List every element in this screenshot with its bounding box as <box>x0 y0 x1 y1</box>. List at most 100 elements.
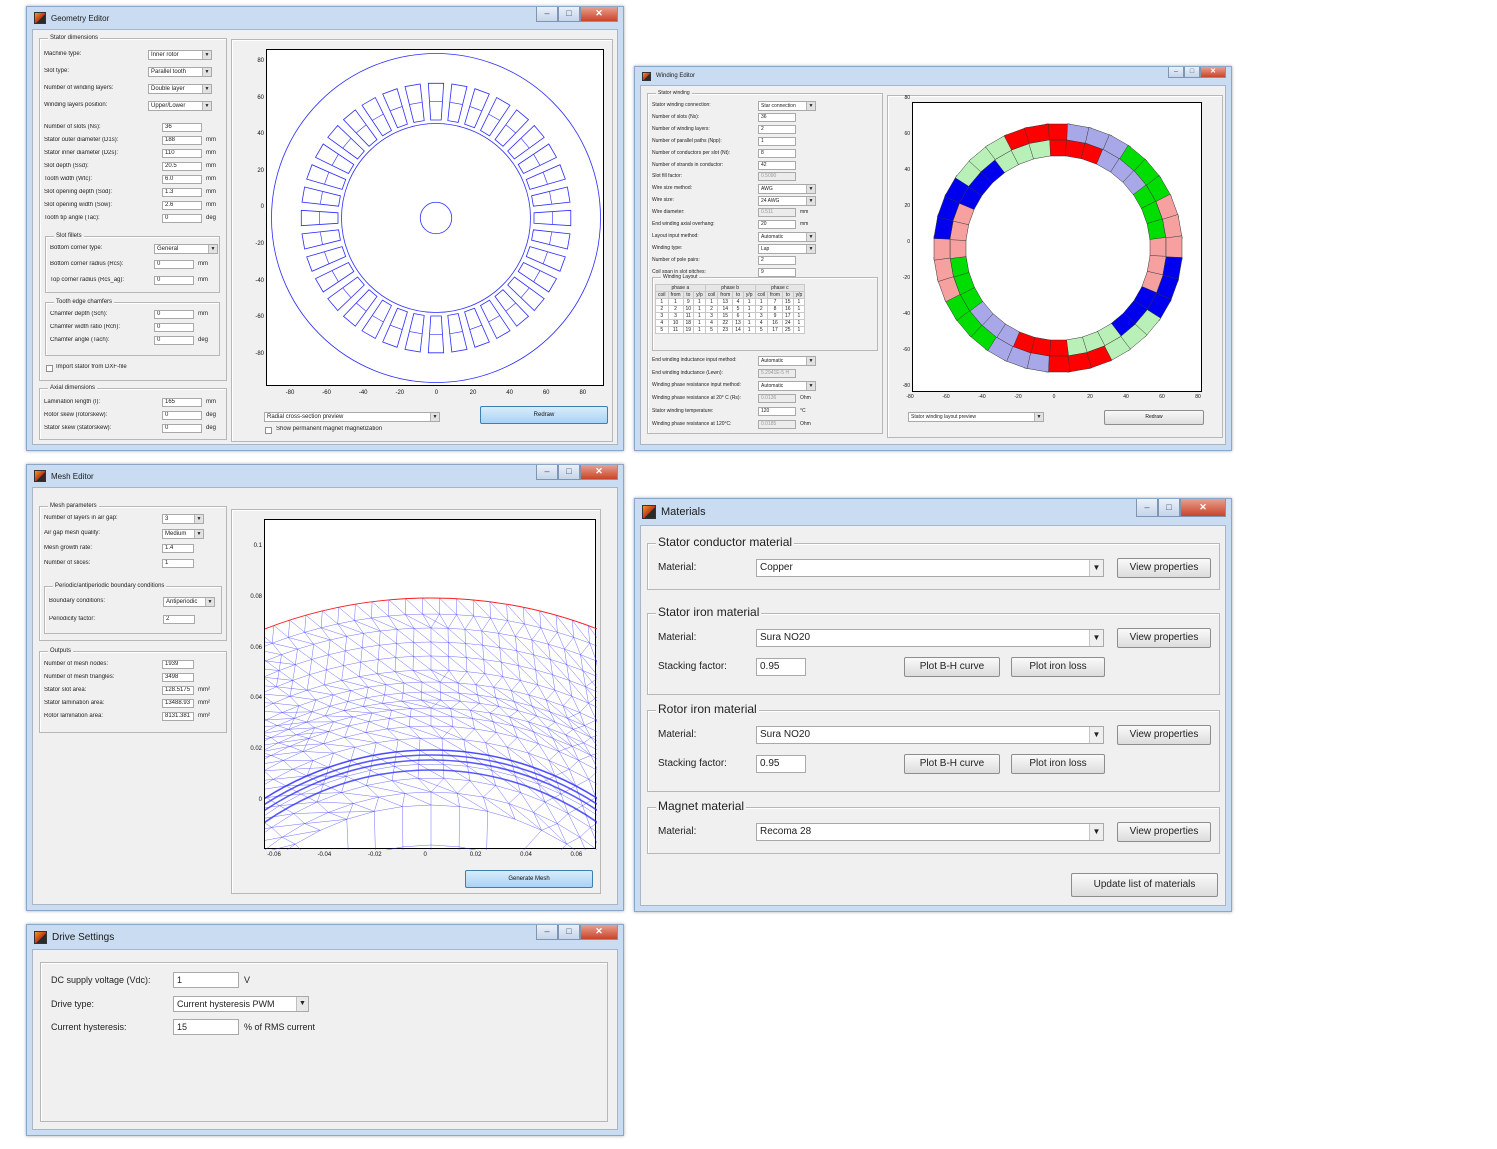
winding-layout-table[interactable]: phase a phase b phase c coil from to y/p coil fr… <box>655 284 806 334</box>
field-input[interactable]: 1 <box>758 136 796 146</box>
field-input[interactable]: 0 <box>154 310 194 319</box>
close-icon[interactable]: ✕ <box>580 465 618 480</box>
magnet-magnetization-checkbox[interactable] <box>265 427 272 434</box>
table-row[interactable]: 4 10 18 1 4 22 13 1 4 16 24 1 <box>655 319 806 327</box>
stacking-factor-input[interactable]: 0.95 <box>756 658 806 676</box>
material-select[interactable]: Sura NO20 ▼ <box>756 629 1104 647</box>
field-input[interactable]: 0 <box>154 276 194 285</box>
update-materials-button[interactable]: Update list of materials <box>1071 873 1218 897</box>
dc-voltage-input[interactable]: 1 <box>173 972 239 988</box>
minimize-icon[interactable]: – <box>536 7 558 22</box>
field-input[interactable]: 9 <box>758 267 796 277</box>
current-hysteresis-input[interactable]: 15 <box>173 1019 239 1035</box>
field-input[interactable]: 2 <box>758 255 796 265</box>
field-input[interactable]: 0 <box>154 323 194 332</box>
field-input[interactable]: 20.5 <box>162 162 202 171</box>
winding-view-select[interactable]: Stator winding layout preview ▼ <box>908 412 1044 422</box>
field-input[interactable]: 3498 <box>162 673 194 682</box>
view-properties-button[interactable]: View properties <box>1117 725 1211 745</box>
field-input[interactable]: 188 <box>162 136 202 145</box>
import-dxf-checkbox[interactable] <box>46 365 53 372</box>
table-row[interactable]: 5 11 19 1 5 23 14 1 5 17 25 1 <box>655 326 806 334</box>
materials-title-bar[interactable]: Materials – □ ✕ <box>640 499 1226 525</box>
material-select[interactable]: Recoma 28 ▼ <box>756 823 1104 841</box>
field-select[interactable]: Automatic ▼ <box>758 356 816 366</box>
field-select[interactable]: Inner rotor ▼ <box>148 50 212 60</box>
geometry-title-bar[interactable]: Geometry Editor – □ ✕ <box>32 7 618 29</box>
maximize-icon[interactable]: □ <box>1184 67 1200 78</box>
view-mode-select[interactable]: Radial cross-section preview ▼ <box>264 412 440 422</box>
field-input[interactable]: 20 <box>758 220 796 229</box>
field-select[interactable]: 24 AWG ▼ <box>758 196 816 207</box>
field-input[interactable]: 36 <box>162 123 202 132</box>
close-icon[interactable]: ✕ <box>580 925 618 940</box>
view-properties-button[interactable]: View properties <box>1117 628 1211 648</box>
plot-bh-curve-button[interactable]: Plot B-H curve <box>904 657 1000 677</box>
plot-iron-loss-button[interactable]: Plot iron loss <box>1011 657 1105 677</box>
stacking-factor-input[interactable]: 0.95 <box>756 755 806 773</box>
field-select[interactable]: Automatic ▼ <box>758 381 816 392</box>
field-select[interactable]: Double layer ▼ <box>148 84 212 94</box>
minimize-icon[interactable]: – <box>1168 67 1184 78</box>
close-icon[interactable]: ✕ <box>580 7 618 22</box>
minimize-icon[interactable]: – <box>1136 499 1158 517</box>
field-input[interactable]: 8 <box>758 148 796 158</box>
table-row[interactable]: 3 3 11 1 3 15 6 1 3 9 17 1 <box>655 312 806 320</box>
table-row[interactable]: 2 2 10 1 2 14 5 1 2 8 16 1 <box>655 305 806 313</box>
field-select[interactable]: AWG ▼ <box>758 184 816 195</box>
field-input[interactable]: 1.3 <box>162 188 202 197</box>
field-input[interactable]: 0 <box>162 214 202 223</box>
field-select[interactable]: Star connection ▼ <box>758 101 816 111</box>
plot-bh-curve-button[interactable]: Plot B-H curve <box>904 754 1000 774</box>
field-input[interactable]: 6.0 <box>162 175 202 184</box>
field-input[interactable]: 0 <box>154 260 194 269</box>
close-icon[interactable]: ✕ <box>1180 499 1226 517</box>
table-row[interactable]: 1 1 9 1 1 13 4 1 1 7 15 1 <box>655 298 806 306</box>
winding-title-bar[interactable]: Winding Editor – □ ✕ <box>640 67 1226 85</box>
view-properties-button[interactable]: View properties <box>1117 822 1211 842</box>
redraw-button[interactable]: Redraw <box>480 406 608 424</box>
minimize-icon[interactable]: – <box>536 925 558 940</box>
field-input[interactable]: 8131.381 <box>162 712 194 721</box>
field-input[interactable]: 165 <box>162 398 202 407</box>
field-input[interactable]: 42 <box>758 160 796 170</box>
field-input[interactable]: 13488.93 <box>162 699 194 708</box>
field-select[interactable]: 3 ▼ <box>162 514 204 524</box>
field-input[interactable]: 110 <box>162 149 202 158</box>
minimize-icon[interactable]: – <box>536 465 558 480</box>
maximize-icon[interactable]: □ <box>1158 499 1180 517</box>
close-icon[interactable]: ✕ <box>1200 67 1226 78</box>
field-select[interactable]: Parallel tooth ▼ <box>148 67 212 77</box>
winding-redraw-button[interactable]: Redraw <box>1104 410 1204 425</box>
view-properties-button[interactable]: View properties <box>1117 558 1211 578</box>
generate-mesh-button[interactable]: Generate Mesh <box>465 870 593 888</box>
field-input[interactable]: 0 <box>162 411 202 420</box>
field-input[interactable]: 120 <box>758 406 796 416</box>
field-input[interactable]: 2.6 <box>162 201 202 210</box>
field-select[interactable]: Antiperiodic ▼ <box>163 597 215 607</box>
field-input[interactable]: 0 <box>162 424 202 433</box>
field-select[interactable]: Medium ▼ <box>162 529 204 539</box>
maximize-icon[interactable]: □ <box>558 925 580 940</box>
drive-title-bar[interactable]: Drive Settings – □ ✕ <box>32 925 618 949</box>
field-label: Tooth width (Wtc): <box>44 176 93 182</box>
maximize-icon[interactable]: □ <box>558 7 580 22</box>
mesh-title-bar[interactable]: Mesh Editor – □ ✕ <box>32 465 618 487</box>
material-select[interactable]: Copper ▼ <box>756 559 1104 577</box>
field-input[interactable]: 2 <box>163 615 195 624</box>
field-select[interactable]: General ▼ <box>154 244 218 254</box>
drive-type-select[interactable]: Current hysteresis PWM ▼ <box>173 996 309 1012</box>
field-input[interactable]: 0 <box>154 336 194 345</box>
field-select[interactable]: Upper/Lower ▼ <box>148 101 212 111</box>
material-select[interactable]: Sura NO20 ▼ <box>756 726 1104 744</box>
field-input[interactable]: 1939 <box>162 660 194 669</box>
maximize-icon[interactable]: □ <box>558 465 580 480</box>
field-input[interactable]: 1.4 <box>162 544 194 553</box>
plot-iron-loss-button[interactable]: Plot iron loss <box>1011 754 1105 774</box>
field-input[interactable]: 128.5175 <box>162 686 194 695</box>
field-select[interactable]: Lap ▼ <box>758 243 816 254</box>
field-input[interactable]: 1 <box>162 559 194 568</box>
field-input[interactable]: 36 <box>758 112 796 122</box>
field-select[interactable]: Automatic ▼ <box>758 231 816 242</box>
field-input[interactable]: 2 <box>758 124 796 134</box>
